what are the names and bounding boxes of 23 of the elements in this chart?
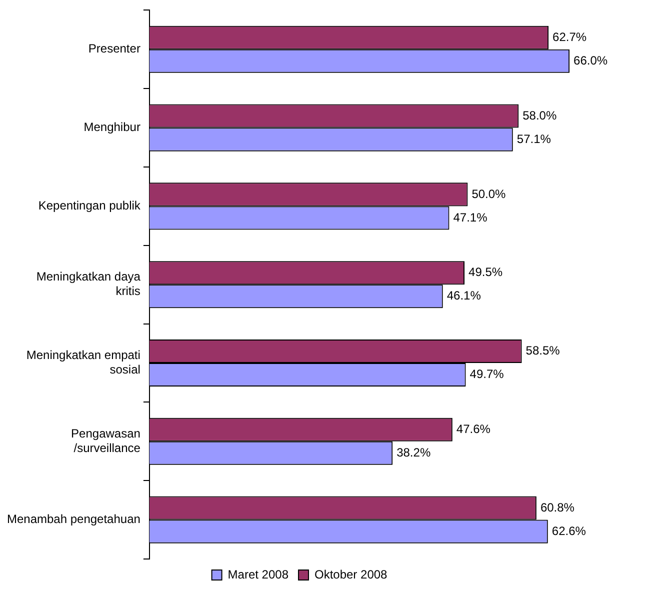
data-label: 58.5%	[526, 344, 560, 358]
data-label: 46.1%	[446, 288, 482, 303]
y-tick-label: Meningkatkan daya kritis	[36, 270, 141, 298]
legend-label: Oktober 2008	[314, 567, 388, 582]
y-tick-label: Menambah pengetahuan	[6, 512, 140, 526]
data-label: 58.0%	[522, 108, 557, 122]
data-label: 60.8%	[540, 500, 575, 514]
data-label: 62.6%	[552, 524, 586, 538]
data-label: 50.0%	[472, 186, 506, 201]
data-label: 49.7%	[470, 367, 504, 382]
data-label: 57.1%	[516, 132, 552, 146]
legend-label: Maret 2008	[228, 567, 289, 582]
data-label: 49.5%	[468, 265, 503, 280]
data-label: 62.7%	[552, 30, 587, 44]
data-label: 47.6%	[456, 422, 491, 436]
y-tick-label: Meningkatkan empati sosial	[26, 348, 140, 377]
data-label: 66.0%	[574, 53, 608, 68]
y-tick-label: Kepentingan publik	[38, 198, 142, 213]
y-tick-label: Menghibur	[84, 120, 140, 134]
data-label: 38.2%	[396, 445, 431, 460]
data-label: 47.1%	[453, 210, 488, 224]
y-tick-label: Pengawasan /surveillance	[71, 426, 141, 455]
y-tick-label: Presenter	[88, 42, 140, 56]
